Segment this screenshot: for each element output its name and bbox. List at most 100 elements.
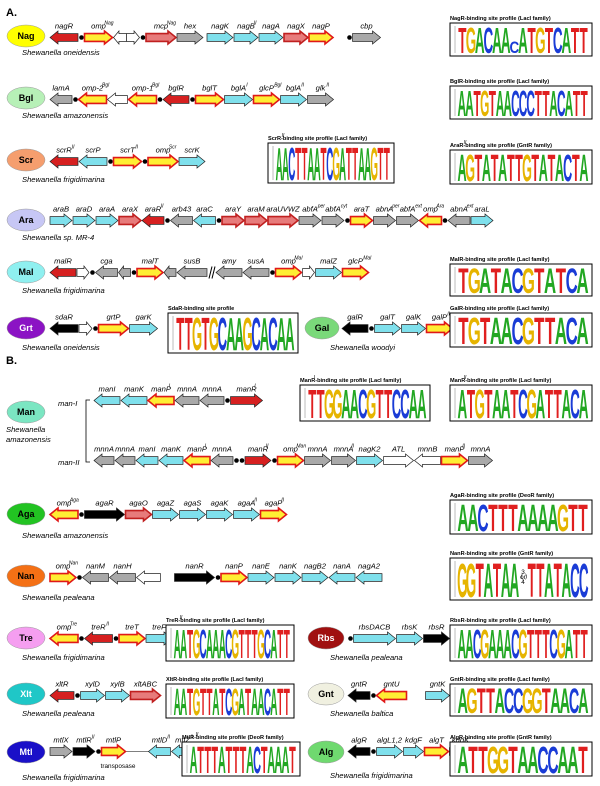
logo-letter: G [231,681,239,723]
logo-letter: A [341,383,350,427]
gene-superscript: Nag [167,21,176,27]
gene-label: galK [406,313,422,322]
logo-letter: C [549,623,558,668]
binding-site-dot [73,97,78,102]
gene-arrow-nagA2 [355,570,383,585]
gene-label: rbsR [428,623,445,632]
gene-arrow-unnamed [106,92,128,107]
gene-label: sdaR [55,313,73,322]
sequence-logo: ManR-binding site profile (LacI family)I… [299,375,431,427]
logo-letter: A [501,20,511,61]
sequence-logo: NanR-binding site profile (GntR family)G… [449,551,593,608]
gene-label: manK [161,445,182,454]
gene-arrow-nanR [174,570,216,585]
gene-label: galT [380,313,396,322]
gene-label: gntU [383,680,400,689]
gene-label: manK [124,385,145,394]
gene-arrow-garK [129,321,159,336]
binding-site-dot [90,270,95,275]
gene-arrow-scrP [78,154,108,169]
logo-letter: A [535,383,545,427]
gene-arrow-manP [182,452,211,469]
logo-letter: T [468,740,478,782]
regulon-badge-tre [6,626,46,650]
logo-title-superscript: II [464,140,467,146]
gene-superscript: Ara [435,204,444,210]
logo-letter: A [577,261,589,301]
logo-letter: G [480,623,489,668]
gene-label: agaA [238,499,256,508]
logo-letter: A [565,623,574,668]
logo-letter: T [277,622,283,667]
logo-title: MalR-binding site profile (LacI family) [450,257,550,263]
logo-letter: C [570,553,580,608]
logo-letter: A [488,623,497,668]
gene-label: omp [283,445,298,454]
logo-letter: T [197,739,204,781]
gene-arrow-mnnA [93,453,115,468]
logo-title: AgaR-binding site profile (DeoR family) [450,493,554,499]
logo-letter: A [560,682,570,721]
logo-letter: A [544,553,554,608]
logo-letter: T [376,383,384,427]
gene-label: treT [125,623,140,632]
logo-letter: T [573,623,580,668]
logo-letter: C [566,312,578,353]
gene-label: manI [99,385,117,394]
gene-arrow-nagB2 [301,570,329,585]
logo-letter: T [542,682,551,721]
gene-arrow-araX [118,212,143,229]
logo-letter: A [579,146,588,189]
gene-arrow-galK [401,321,427,336]
gene-superscript: Nan [69,561,78,567]
logo-letter: C [509,39,519,58]
logo-letter: G [466,553,476,608]
organism-name: Shewanella baltica [330,709,393,718]
logo-letter: A [267,739,275,781]
sequence-logo: TreR-binding site profile (LacI family)I… [165,615,295,668]
gene-label: bglR [168,84,184,93]
gene-label: xltR [54,680,69,689]
logo-letter: G [522,146,532,189]
gene-label: abnA [450,205,468,214]
logo-letter: A [544,261,556,301]
binding-site-dot [108,159,113,164]
gene-superscript: Scr [169,145,177,151]
logo-letter: G [457,553,467,608]
gene-arrow-nagK2 [356,453,384,468]
gene-label: cga [100,257,112,266]
gene-arrow-scrR [49,154,79,169]
logo-letter: T [252,622,258,667]
logo-letter: T [581,82,588,124]
logo-letter: A [285,309,294,361]
gene-arrow-grtP [97,320,130,337]
gene-label: gntR [351,680,368,689]
logo-letter: A [503,623,512,668]
logo-letter: T [467,383,475,427]
gene-superscript: II [106,622,109,628]
logo-letter: T [573,82,580,124]
gene-cluster-grt: sdaR grtP garK [49,313,159,337]
gene-label: manR [236,385,257,394]
gene-arrow-mcp [145,29,178,46]
logo-title-superscript: II [196,732,199,738]
gene-arrow-xylB [105,688,131,703]
logo-letter: G [468,261,481,301]
logo-letter: C [537,740,548,782]
logo-letter: T [531,146,539,189]
logo-letter: C [264,622,271,667]
logo-letter: A [276,140,283,191]
gene-arrow-unnamed [76,264,90,281]
organism-name-1: Shewanella [6,425,45,434]
logo-letter: C [251,309,260,361]
gene-label: mnnA [308,445,328,454]
gene-arrow-mnnA [468,453,494,468]
gene-label: araR [145,205,162,214]
gene-arrow-mtlR [72,744,96,759]
logo-letter: A [307,140,314,191]
logo-title: ManR-binding site profile (LacI family) [300,378,401,384]
gene-label: garK [135,313,152,322]
gene-label: mnnA [334,445,354,454]
logo-letter: A [483,553,493,608]
